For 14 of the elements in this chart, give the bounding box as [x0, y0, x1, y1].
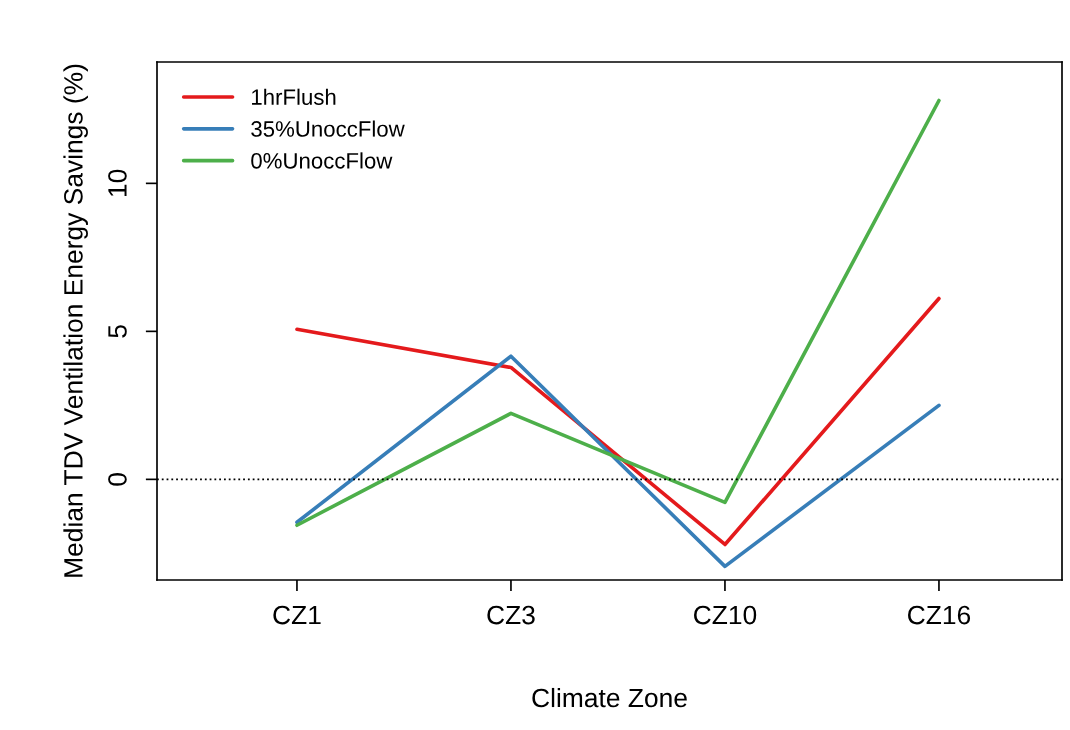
y-tick-label: 10 — [108, 169, 127, 197]
x-tick-label: CZ16 — [908, 605, 971, 625]
legend-label: 1hrFlush — [252, 88, 336, 105]
y-tick-label: 5 — [108, 325, 127, 338]
y-axis-title: Median TDV Ventilation Energy Savings (%) — [63, 64, 88, 577]
line-series — [295, 354, 941, 569]
legend-label: 35%UnoccFlow — [251, 120, 405, 137]
x-tick-label: CZ10 — [694, 605, 757, 625]
x-tick-label: CZ1 — [273, 605, 321, 625]
legend-label: 0%UnoccFlow — [251, 152, 393, 169]
line-series — [295, 296, 941, 547]
x-tick-label: CZ3 — [487, 605, 535, 625]
y-tick-label: 0 — [108, 473, 127, 486]
x-axis-title: Climate Zone — [532, 687, 687, 708]
